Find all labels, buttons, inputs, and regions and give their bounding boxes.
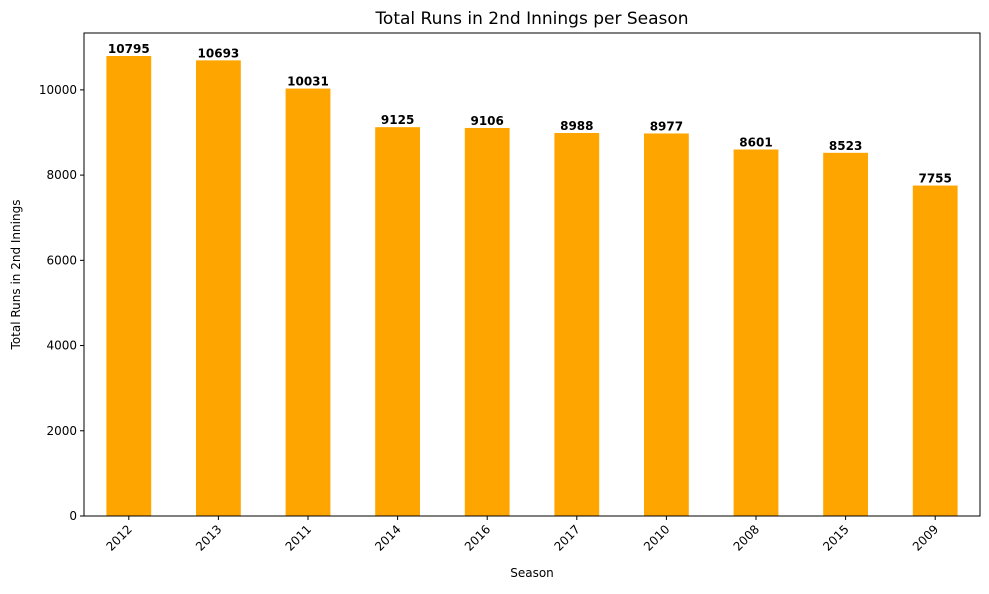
plot-area: 10795 2012 10693 2013 10031 2011 9125 2014 9106 2… [39,32,981,554]
chart-title: Total Runs in 2nd Innings per Season [374,9,688,29]
data-label-2010: 8977 [650,119,683,133]
x-tick-label-2012: 2012 [103,522,134,553]
data-label-2015: 8523 [829,139,862,153]
data-label-2012: 10795 [108,42,150,56]
x-tick-label-2009: 2009 [910,522,941,553]
y-axis-label: Total Runs in 2nd Innings [9,200,23,351]
bar-2010 [644,133,689,517]
x-tick-label-2010: 2010 [641,522,672,553]
x-tick-label-2008: 2008 [731,522,762,553]
data-label-2016: 9106 [470,114,503,128]
bar-2009 [912,185,958,517]
bar-2008 [733,149,779,516]
bar-2015 [823,152,868,516]
x-tick-label-2014: 2014 [372,522,403,553]
y-tick-label-4000: 4000 [46,339,77,353]
bar-2011 [285,88,331,516]
data-label-2017: 8988 [560,119,593,133]
x-tick-label-2015: 2015 [820,522,851,553]
bar-2014 [375,127,420,517]
x-tick-label-2013: 2013 [193,522,224,553]
x-tick-label-2016: 2016 [462,522,493,553]
bar-2017 [554,133,600,516]
data-label-2011: 10031 [287,75,329,89]
axes-frame [83,32,981,517]
bar-2012 [106,56,152,516]
x-axis-label: Season [510,566,554,580]
data-label-2009: 7755 [918,172,951,186]
x-tick-label-2011: 2011 [283,522,314,553]
y-tick-label-0: 0 [69,509,77,523]
x-tick-label-2017: 2017 [551,522,582,553]
data-label-2014: 9125 [381,113,414,127]
bar-2016 [464,127,510,517]
y-tick-label-2000: 2000 [46,424,77,438]
bar-2013 [196,60,241,516]
data-label-2013: 10693 [198,46,240,60]
data-label-2008: 8601 [739,135,772,149]
y-tick-label-10000: 10000 [39,83,77,97]
y-tick-label-8000: 8000 [46,168,77,182]
y-tick-label-6000: 6000 [46,253,77,267]
